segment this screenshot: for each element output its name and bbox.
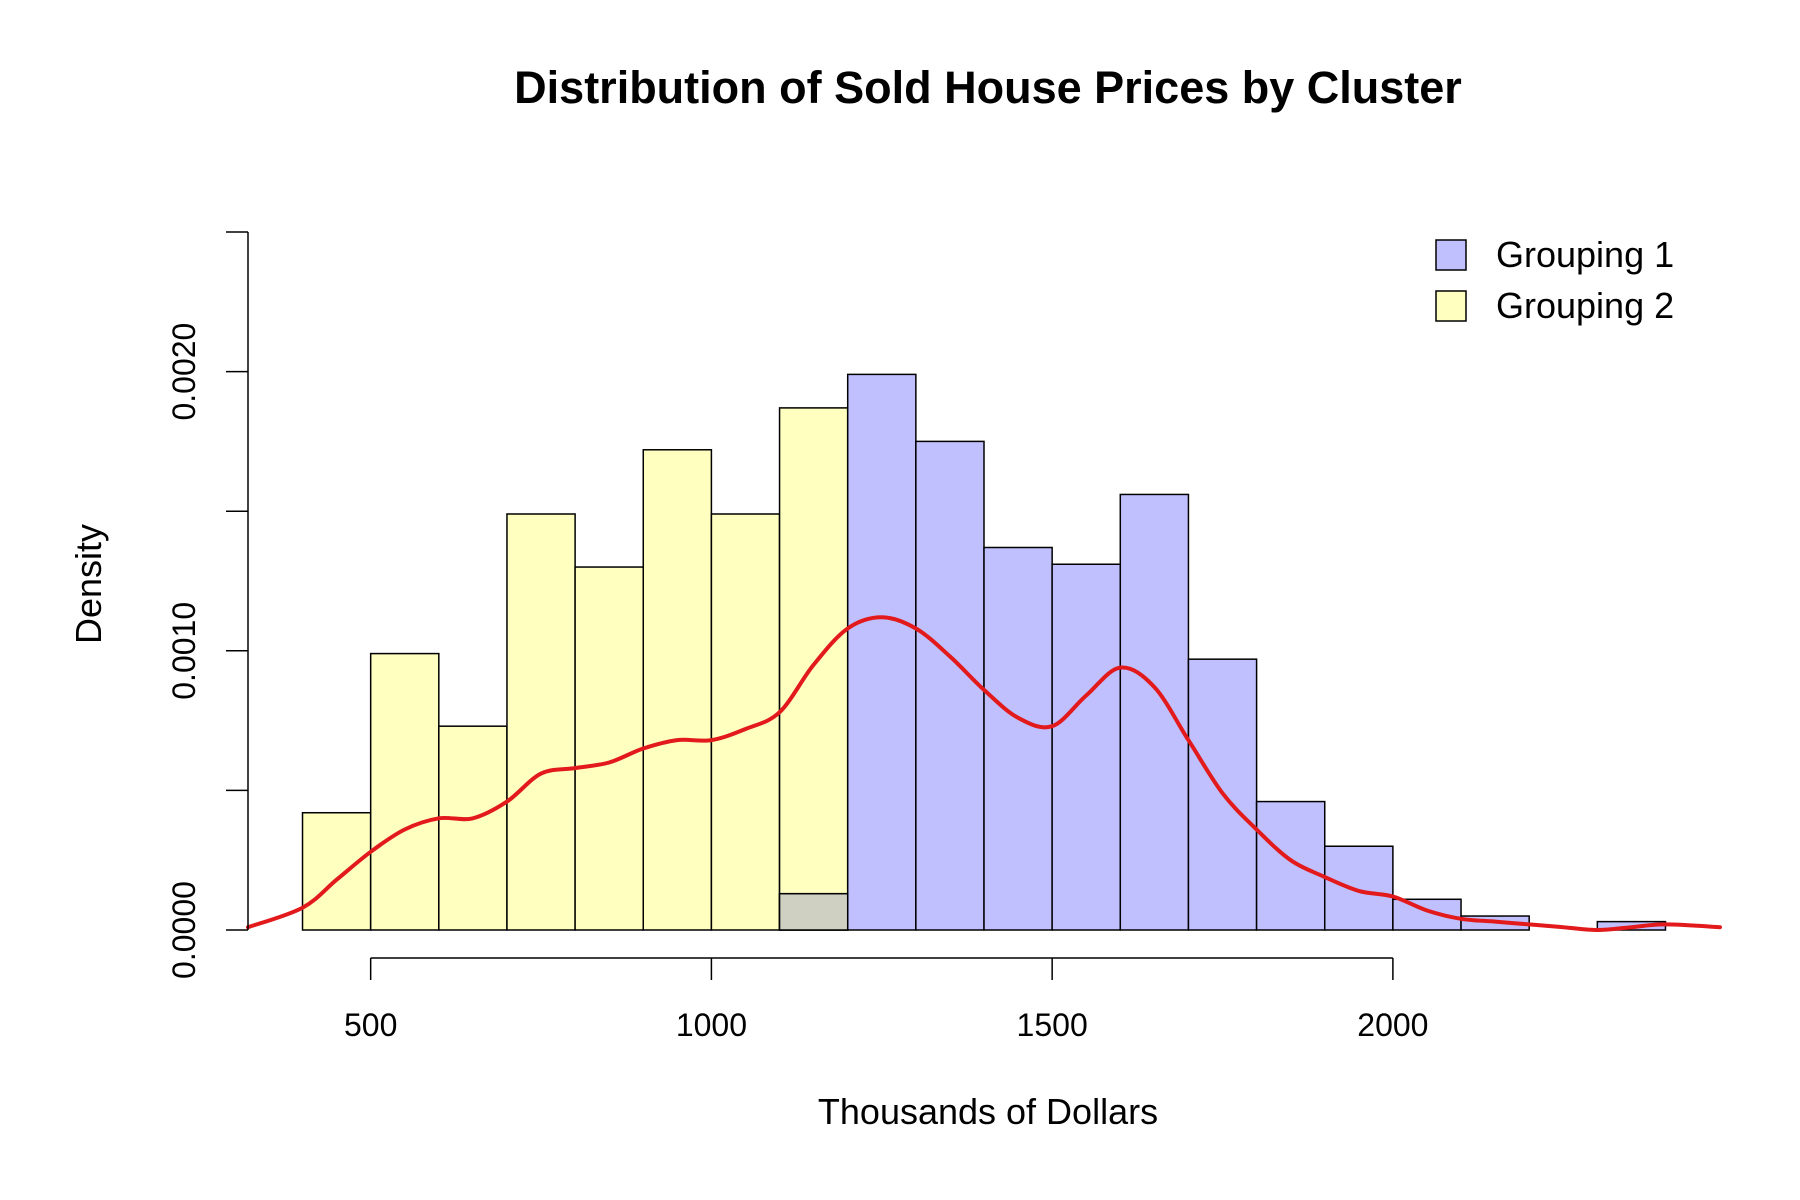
overlap-bars (778, 892, 849, 931)
x-tick-label-2000: 2000 (1357, 1007, 1428, 1043)
grouping-2-bar-600 (438, 725, 508, 931)
grouping-1-bar-1200 (846, 373, 917, 931)
grouping-2-bar-800 (574, 566, 645, 931)
grouping-2-bars (301, 407, 849, 931)
grouping-2-bar-500 (369, 652, 440, 931)
density-curve (246, 615, 1722, 932)
x-tick-label-500: 500 (344, 1007, 397, 1043)
grouping-1-bars (778, 373, 1667, 931)
x-tick-label-1000: 1000 (676, 1007, 747, 1043)
grouping-1-bar-1900 (1323, 845, 1394, 931)
x-tick-label-1500: 1500 (1017, 1007, 1088, 1043)
grouping-2-bar-1100 (778, 407, 849, 931)
y-tick-label-2: 0.0020 (166, 323, 202, 421)
x-axis: 500 1000 1500 2000 (344, 957, 1428, 1043)
legend: Grouping 1 Grouping 2 (1435, 234, 1674, 326)
grouping-1-bar-1300 (915, 440, 985, 931)
x-axis-label: Thousands of Dollars (818, 1091, 1158, 1132)
legend-label-grouping-2: Grouping 2 (1496, 285, 1674, 326)
legend-label-grouping-1: Grouping 1 (1496, 234, 1674, 275)
grouping-2-bar-900 (642, 449, 713, 931)
overlap-bar-1100 (778, 892, 849, 931)
y-axis-label: Density (68, 524, 109, 644)
grouping-2-bar-1000 (710, 513, 781, 931)
y-axis: 0.0000 0.0010 0.0020 (166, 231, 249, 979)
y-tick-label-1: 0.0010 (166, 602, 202, 700)
grouping-1-bar-1500 (1051, 563, 1122, 931)
grouping-1-bar-1400 (983, 546, 1053, 931)
grouping-2-bar-400 (301, 811, 372, 931)
legend-swatch-grouping-1 (1435, 239, 1467, 271)
legend-swatch-grouping-2 (1435, 290, 1467, 322)
grouping-1-bar-1800 (1255, 800, 1326, 931)
grouping-1-bar-1600 (1119, 493, 1190, 931)
grouping-2-bar-700 (506, 513, 576, 931)
grouping-1-bar-2000 (1392, 898, 1462, 931)
chart-title: Distribution of Sold House Prices by Clu… (514, 62, 1462, 113)
y-tick-label-0: 0.0000 (166, 881, 202, 979)
